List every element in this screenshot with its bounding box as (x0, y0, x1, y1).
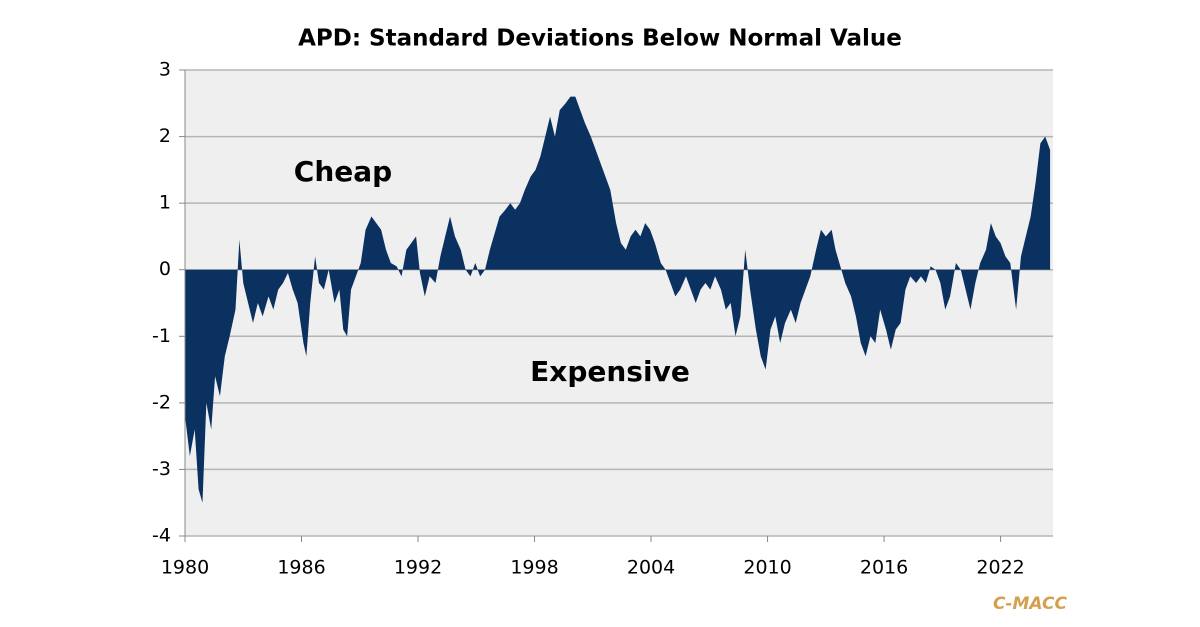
y-tick-label: 3 (159, 59, 171, 81)
y-tick-label: -1 (152, 325, 171, 347)
x-tick-label: 2016 (860, 557, 908, 579)
x-tick-label: 2022 (976, 557, 1024, 579)
x-tick-label: 1980 (161, 557, 209, 579)
chart-title: APD: Standard Deviations Below Normal Va… (298, 26, 902, 52)
x-tick-label: 2010 (743, 557, 791, 579)
annotation: Expensive (530, 355, 690, 388)
y-tick-label: 1 (159, 192, 171, 214)
area (185, 96, 1051, 503)
y-tick-label: -3 (152, 458, 171, 480)
y-tick-label: -4 (152, 525, 171, 547)
y-tick-label: 2 (159, 125, 171, 147)
annotation: Cheap (294, 155, 392, 188)
y-tick-label: -2 (152, 391, 171, 413)
x-tick-label: 1992 (394, 557, 442, 579)
plot-background (185, 70, 1053, 536)
x-tick-label: 2004 (627, 557, 675, 579)
x-tick-label: 1986 (277, 557, 325, 579)
y-tick-label: 0 (159, 258, 171, 280)
x-tick-label: 1998 (510, 557, 558, 579)
source: C-MACC (993, 594, 1068, 614)
